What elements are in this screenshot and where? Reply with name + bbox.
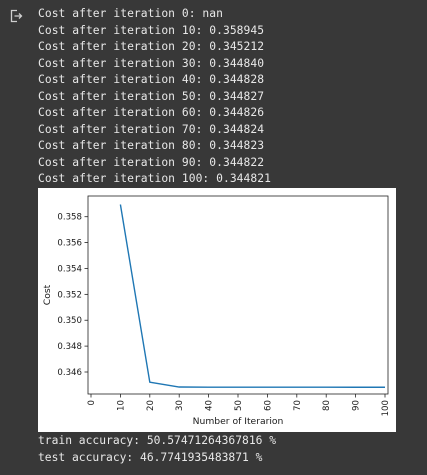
log-line: Cost after iteration 40: 0.344828: [38, 73, 265, 86]
y-tick-label: 0.350: [57, 316, 82, 326]
log-line: Cost after iteration 70: 0.344824: [38, 122, 265, 136]
output-redirect-icon[interactable]: [9, 8, 23, 23]
x-tick-label: 70: [293, 400, 303, 411]
x-tick-label: 30: [175, 400, 185, 411]
x-tick-label: 50: [234, 400, 244, 411]
log-line: Cost after iteration 10: 0.358945: [38, 23, 265, 37]
x-axis-label: Number of Iterarion: [193, 416, 284, 427]
x-tick-label: 20: [146, 400, 156, 411]
accuracy-output: train accuracy: 50.57471264367816 % test…: [38, 432, 276, 466]
test-accuracy-text: test accuracy: 46.7741935483871 %: [38, 451, 263, 464]
plot-area-frame: [87, 195, 389, 395]
log-line: Cost after iteration 90: 0.344822: [38, 155, 265, 169]
log-line: Cost after iteration 0: nan: [38, 7, 223, 20]
log-line: Cost after iteration 20: 0.345212: [38, 40, 265, 53]
log-line: Cost after iteration 30: 0.344840: [38, 56, 265, 70]
log-line: Cost after iteration 80: 0.344823: [38, 139, 265, 152]
y-tick-label: 0.352: [57, 290, 82, 300]
x-tick-label: 90: [352, 400, 362, 411]
y-axis-label: Cost: [42, 284, 53, 305]
log-line: Cost after iteration 50: 0.344827: [38, 89, 265, 103]
y-tick-label: 0.346: [57, 368, 82, 378]
cost-plot: 0.346 0.348 0.350 0.352 0.354 0.356 0.358 0 10 20…: [38, 188, 396, 432]
y-tick-label: 0.356: [57, 239, 82, 249]
y-tick-label: 0.354: [57, 264, 82, 274]
x-tick-label: 100: [381, 400, 391, 416]
x-tick-label: 10: [116, 400, 126, 411]
x-tick-label: 60: [263, 400, 273, 411]
x-tick-label: 0: [87, 400, 97, 405]
x-tick-label: 80: [322, 400, 332, 411]
cost-chart-svg: 0.346 0.348 0.350 0.352 0.354 0.356 0.358 0 10 20…: [42, 195, 391, 427]
y-tick-label: 0.358: [57, 213, 82, 223]
cost-log: Cost after iteration 0: nan Cost after it…: [38, 6, 271, 188]
train-accuracy-text: train accuracy: 50.57471264367816 %: [38, 434, 277, 447]
x-tick-label: 40: [205, 400, 215, 411]
y-tick-label: 0.348: [57, 342, 82, 352]
cost-series-line: [119, 204, 386, 388]
log-line: Cost after iteration 100: 0.344821: [38, 172, 271, 185]
log-line: Cost after iteration 60: 0.344826: [38, 106, 265, 119]
